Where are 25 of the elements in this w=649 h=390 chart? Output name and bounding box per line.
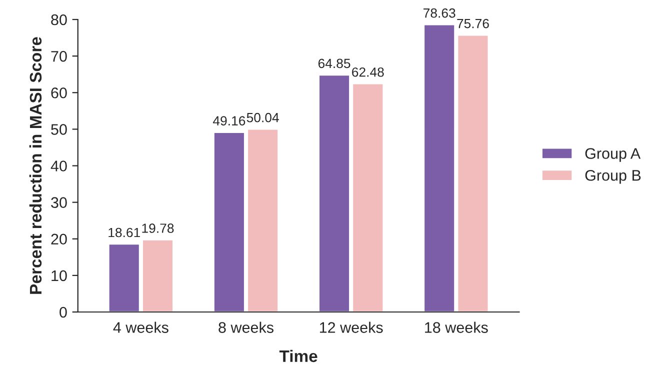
legend-label: Group B — [585, 170, 641, 184]
y-tick-label: 30 — [51, 197, 67, 208]
x-axis-title: Time — [279, 350, 318, 362]
y-tick-label: 40 — [50, 160, 67, 172]
data-label: 50.04 — [246, 112, 279, 122]
data-label: 49.16 — [212, 116, 246, 126]
data-label: 62.48 — [352, 67, 384, 77]
y-tick-label: 60 — [51, 87, 67, 98]
y-tick-label: 20 — [51, 234, 67, 245]
data-label: 64.85 — [318, 58, 350, 68]
data-label: 18.61 — [108, 228, 140, 238]
x-tick-label: 18 weeks — [425, 322, 488, 333]
y-tick-label: 0 — [60, 306, 67, 318]
x-tick-label: 4 weeks — [113, 322, 168, 333]
y-tick-label: 10 — [52, 270, 67, 282]
data-label: 75.76 — [457, 18, 489, 28]
y-tick-label: 70 — [51, 50, 67, 62]
legend-label: Group A — [585, 148, 641, 162]
data-label: 19.78 — [142, 224, 174, 233]
x-tick-label: 8 weeks — [218, 322, 274, 333]
y-axis-title: Percent reduction in MASI Score — [29, 37, 42, 294]
y-tick-label: 50 — [51, 124, 67, 135]
x-tick-label: 12 weeks — [320, 322, 383, 333]
data-label: 78.63 — [424, 8, 456, 18]
y-tick-label: 80 — [51, 14, 67, 26]
